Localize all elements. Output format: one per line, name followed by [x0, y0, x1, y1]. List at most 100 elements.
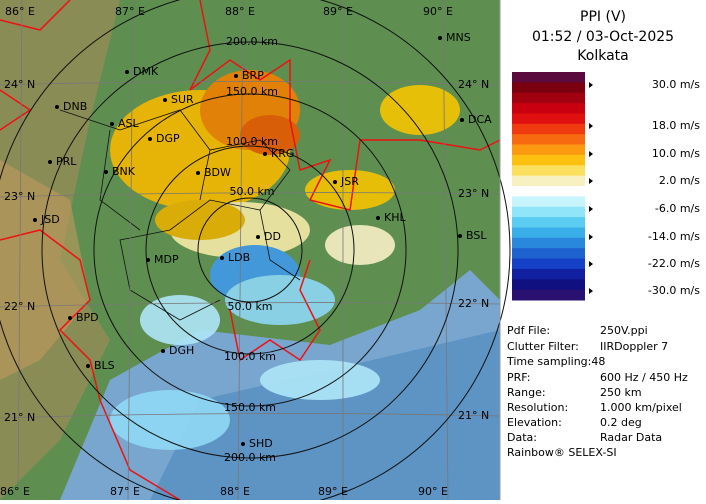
city-dot: [148, 137, 152, 141]
city-label: MNS: [446, 31, 471, 44]
ring-label: 200.0 km: [224, 451, 276, 464]
city-label: SHD: [249, 437, 273, 450]
lon-label: 88° E: [225, 5, 255, 18]
scale-swatch: [512, 165, 585, 177]
city-dot: [263, 152, 267, 156]
city-dot: [234, 74, 238, 78]
lat-label: 22° N: [4, 300, 35, 313]
city-dot: [460, 118, 464, 122]
info-value: IIRDoppler 7: [600, 340, 668, 353]
info-value: Radar Data: [600, 431, 662, 444]
city-label: BNK: [112, 165, 136, 178]
city-dot: [48, 160, 52, 164]
scale-swatch: [512, 279, 585, 291]
city-label: PRL: [56, 155, 77, 168]
city-dot: [68, 316, 72, 320]
scale-label: 10.0 m/s: [652, 147, 700, 160]
scale-tick: [589, 288, 593, 294]
scale-tick: [589, 206, 593, 212]
scale-swatch: [512, 123, 585, 135]
city-label: DMK: [133, 65, 159, 78]
scale-swatch: [512, 227, 585, 239]
city-dot: [86, 364, 90, 368]
scale-swatch: [512, 237, 585, 249]
timestamp: 01:52 / 03-Oct-2025: [532, 29, 674, 45]
scale-tick: [589, 234, 593, 240]
city-label: DD: [264, 230, 281, 243]
city-dot: [104, 170, 108, 174]
scale-label: 18.0 m/s: [652, 119, 700, 132]
range-rings: [0, 0, 511, 504]
city-label: ASL: [118, 117, 140, 130]
lon-label: 89° E: [318, 485, 348, 498]
scale-label: 2.0 m/s: [659, 174, 700, 187]
info-label: Elevation:: [507, 416, 562, 429]
info-value: 1.000 km/pixel: [600, 401, 682, 414]
info-label: PRF:: [507, 371, 530, 384]
lon-label: 87° E: [110, 485, 140, 498]
graticule: [0, 0, 501, 501]
scale-swatch: [512, 134, 585, 146]
scale-swatch: [512, 186, 585, 197]
city-label: MDP: [154, 253, 179, 266]
city-dot: [163, 98, 167, 102]
scale-swatch: [512, 289, 585, 301]
city-label: BRP: [242, 69, 264, 82]
city-label: DGH: [169, 344, 194, 357]
city-label: KRG: [271, 147, 294, 160]
lon-label: 87° E: [115, 5, 145, 18]
info-label: Clutter Filter:: [507, 340, 579, 353]
scale-tick: [589, 261, 593, 267]
city-dot: [33, 218, 37, 222]
scale-label: -30.0 m/s: [648, 284, 700, 297]
scale-swatch: [512, 82, 585, 94]
city-dot: [55, 105, 59, 109]
ring-label: 50.0 km: [227, 300, 272, 313]
lon-label: 88° E: [220, 485, 250, 498]
title: PPI (V): [580, 9, 626, 25]
ring-label: 100.0 km: [224, 350, 276, 363]
lat-label: 21° N: [458, 409, 489, 422]
city-label: JSD: [40, 213, 60, 226]
lat-label: 24° N: [4, 78, 35, 91]
lon-label: 90° E: [418, 485, 448, 498]
info-label: Range:: [507, 386, 546, 399]
info-value: 600 Hz / 450 Hz: [600, 371, 688, 384]
city-label: JSR: [340, 175, 359, 188]
city-dot: [110, 122, 114, 126]
station: Kolkata: [577, 48, 628, 64]
scale-swatch: [512, 196, 585, 208]
city-dot: [196, 171, 200, 175]
city-dot: [146, 258, 150, 262]
upland: [0, 160, 90, 380]
city-label: KHL: [384, 211, 406, 224]
city-dot: [438, 36, 442, 40]
scale-swatch: [512, 72, 585, 83]
scale-swatch: [512, 92, 585, 104]
lon-label: 89° E: [323, 5, 353, 18]
lat-label: 23° N: [458, 187, 489, 200]
scale-swatch: [512, 217, 585, 228]
city-label: BLS: [94, 359, 115, 372]
city-label: SUR: [171, 93, 194, 106]
lon-label: 86° E: [0, 485, 30, 498]
scale-swatch: [512, 113, 585, 125]
lat-label: 24° N: [458, 78, 489, 91]
city-dot: [376, 216, 380, 220]
scale-swatch: [512, 154, 585, 166]
lat-label: 22° N: [458, 297, 489, 310]
info-label: Time sampling:48: [506, 355, 605, 368]
lon-label: 86° E: [5, 5, 35, 18]
city-label: DGP: [156, 132, 180, 145]
legend-panel: PPI (V) 01:52 / 03-Oct-2025 Kolkata Rain…: [506, 9, 700, 459]
city-label: DCA: [468, 113, 492, 126]
scale-tick: [589, 82, 593, 88]
info-value: 250V.ppi: [600, 324, 648, 337]
scale-swatch: [512, 268, 585, 280]
city-label: DNB: [63, 100, 87, 113]
scale-swatch: [512, 248, 585, 260]
scale-swatch: [512, 258, 585, 270]
info-value: 0.2 deg: [600, 416, 642, 429]
scale-swatch: [512, 144, 585, 156]
